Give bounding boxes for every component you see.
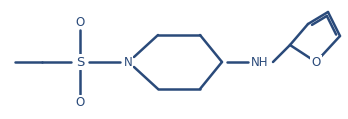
Text: S: S bbox=[76, 55, 84, 69]
Text: O: O bbox=[311, 55, 321, 69]
Text: O: O bbox=[76, 96, 85, 109]
Text: O: O bbox=[76, 15, 85, 28]
Text: NH: NH bbox=[251, 55, 269, 69]
Text: N: N bbox=[124, 55, 132, 69]
